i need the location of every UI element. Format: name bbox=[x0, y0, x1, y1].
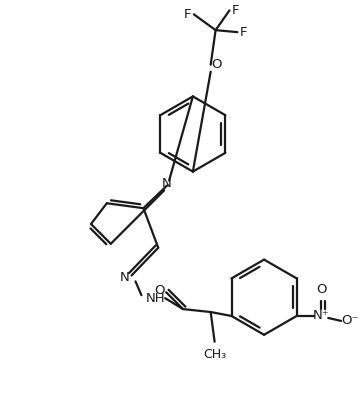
Text: NH: NH bbox=[145, 292, 165, 305]
Text: F: F bbox=[184, 8, 192, 21]
Text: N⁺: N⁺ bbox=[313, 309, 330, 322]
Text: O: O bbox=[211, 58, 222, 71]
Text: F: F bbox=[239, 25, 247, 38]
Text: O⁻: O⁻ bbox=[341, 314, 359, 327]
Text: CH₃: CH₃ bbox=[203, 348, 226, 361]
Text: F: F bbox=[232, 4, 239, 17]
Text: O: O bbox=[316, 283, 327, 296]
Text: N: N bbox=[120, 271, 130, 284]
Text: N: N bbox=[161, 177, 171, 190]
Text: O: O bbox=[154, 284, 164, 297]
